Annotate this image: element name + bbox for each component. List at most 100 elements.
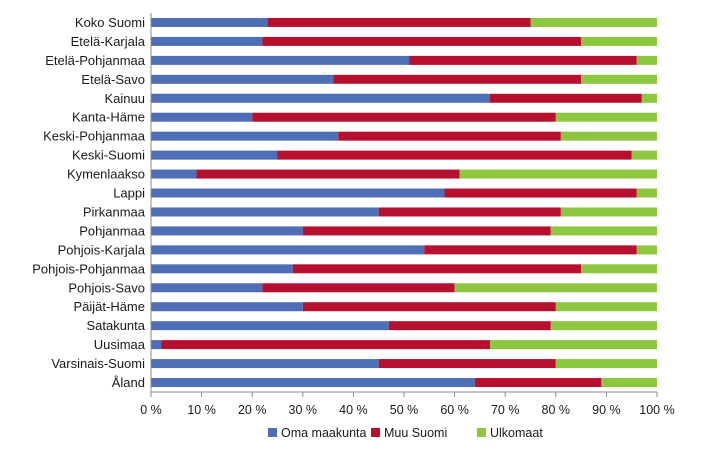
category-label-etelä-pohjanmaa: Etelä-Pohjanmaa [45, 53, 145, 68]
bar-kanta-häme-muu-suomi [252, 112, 556, 122]
bar-koko-suomi-oma-maakunta [151, 17, 268, 27]
x-tick-label: 60 % [440, 403, 469, 417]
bar-kainuu-muu-suomi [490, 93, 642, 103]
bar-etelä-savo-muu-suomi [333, 74, 582, 84]
category-label-kainuu: Kainuu [105, 91, 145, 106]
category-label-etelä-karjala: Etelä-Karjala [71, 34, 146, 49]
bar-etelä-pohjanmaa-oma-maakunta [151, 55, 410, 65]
bar-satakunta-oma-maakunta [151, 321, 389, 331]
category-label-keski-suomi: Keski-Suomi [72, 148, 145, 163]
bar-kainuu-oma-maakunta [151, 93, 491, 103]
bar-koko-suomi-muu-suomi [267, 17, 531, 27]
bar-åland-oma-maakunta [151, 378, 475, 388]
bar-varsinais-suomi-oma-maakunta [151, 359, 379, 369]
bar-pohjois-savo-ulkomaat [454, 283, 657, 293]
bar-koko-suomi-ulkomaat [530, 17, 657, 27]
category-label-pirkanmaa: Pirkanmaa [83, 204, 146, 219]
bar-etelä-pohjanmaa-muu-suomi [409, 55, 637, 65]
legend-swatch-ulkomaat [477, 428, 486, 437]
bar-keski-suomi-oma-maakunta [151, 150, 278, 160]
category-labels: Koko Suomi Etelä-Karjala Etelä-Pohjanmaa Et… [32, 15, 146, 390]
bar-etelä-savo-ulkomaat [581, 74, 657, 84]
x-tick-label: 50 % [390, 403, 419, 417]
bar-uusimaa-ulkomaat [490, 340, 657, 350]
category-label-pohjanmaa: Pohjanmaa [79, 223, 146, 238]
bar-pohjois-pohjanmaa-ulkomaat [581, 264, 657, 274]
bar-pohjois-savo-oma-maakunta [151, 283, 263, 293]
bar-pirkanmaa-muu-suomi [378, 207, 561, 217]
bar-kainuu-ulkomaat [641, 93, 657, 103]
category-label-keski-pohjanmaa: Keski-Pohjanmaa [43, 129, 146, 144]
x-tick-label: 0 % [140, 403, 162, 417]
bar-åland-muu-suomi [474, 378, 602, 388]
legend: Oma maakunta Muu Suomi Ulkomaat [268, 426, 543, 440]
category-label-åland: Åland [112, 375, 145, 390]
bar-etelä-savo-oma-maakunta [151, 74, 334, 84]
bar-varsinais-suomi-muu-suomi [378, 359, 556, 369]
bar-kymenlaakso-muu-suomi [196, 169, 460, 179]
bar-uusimaa-oma-maakunta [151, 340, 162, 350]
bar-etelä-pohjanmaa-ulkomaat [636, 55, 657, 65]
legend-label-oma-maakunta: Oma maakunta [281, 426, 367, 440]
x-tick-label: 30 % [289, 403, 318, 417]
x-tick-label: 10 % [187, 403, 216, 417]
bar-kanta-häme-ulkomaat [555, 112, 657, 122]
bar-uusimaa-muu-suomi [161, 340, 491, 350]
bar-pohjanmaa-muu-suomi [302, 226, 551, 236]
x-axis: 0 % 10 % 20 % 30 % 40 % 50 % 60 % 70 % 80 % 90 % 1… [140, 13, 675, 417]
x-tick-label: 40 % [339, 403, 368, 417]
legend-swatch-oma-maakunta [268, 428, 277, 437]
bar-pirkanmaa-oma-maakunta [151, 207, 379, 217]
category-label-kymenlaakso: Kymenlaakso [67, 167, 145, 182]
bar-keski-suomi-ulkomaat [631, 150, 657, 160]
bar-pohjois-karjala-ulkomaat [636, 245, 657, 255]
legend-swatch-muu-suomi [371, 428, 380, 437]
bar-etelä-karjala-ulkomaat [581, 36, 657, 46]
bar-keski-pohjanmaa-ulkomaat [560, 131, 657, 141]
bar-pohjois-savo-muu-suomi [262, 283, 455, 293]
bar-etelä-karjala-oma-maakunta [151, 36, 263, 46]
legend-label-ulkomaat: Ulkomaat [490, 426, 543, 440]
x-tick-label: 90 % [592, 403, 621, 417]
category-label-satakunta: Satakunta [86, 318, 145, 333]
bar-etelä-karjala-muu-suomi [262, 36, 582, 46]
bar-pohjois-pohjanmaa-oma-maakunta [151, 264, 293, 274]
category-label-pohjois-savo: Pohjois-Savo [68, 280, 145, 295]
legend-label-muu-suomi: Muu Suomi [384, 426, 447, 440]
bar-päijät-häme-muu-suomi [302, 302, 556, 312]
bar-lappi-muu-suomi [444, 188, 637, 198]
category-label-päijät-häme: Päijät-Häme [73, 299, 145, 314]
bar-satakunta-muu-suomi [388, 321, 551, 331]
bar-varsinais-suomi-ulkomaat [555, 359, 657, 369]
x-tick-label: 100 % [639, 403, 674, 417]
category-label-pohjois-pohjanmaa: Pohjois-Pohjanmaa [32, 261, 146, 276]
category-label-pohjois-karjala: Pohjois-Karjala [58, 242, 146, 257]
bar-pohjois-karjala-muu-suomi [424, 245, 637, 255]
category-label-kanta-häme: Kanta-Häme [72, 110, 145, 125]
bar-keski-pohjanmaa-oma-maakunta [151, 131, 339, 141]
bar-päijät-häme-oma-maakunta [151, 302, 303, 312]
bar-kanta-häme-oma-maakunta [151, 112, 253, 122]
category-label-koko-suomi: Koko Suomi [75, 15, 145, 30]
bar-päijät-häme-ulkomaat [555, 302, 657, 312]
bar-pirkanmaa-ulkomaat [560, 207, 657, 217]
bar-keski-suomi-muu-suomi [277, 150, 632, 160]
bars-group [151, 17, 657, 388]
bar-pohjanmaa-ulkomaat [550, 226, 657, 236]
category-label-etelä-savo: Etelä-Savo [81, 72, 145, 87]
bar-kymenlaakso-ulkomaat [459, 169, 657, 179]
bar-kymenlaakso-oma-maakunta [151, 169, 197, 179]
x-tick-label: 80 % [542, 403, 571, 417]
x-tick-label: 70 % [491, 403, 520, 417]
bar-pohjois-karjala-oma-maakunta [151, 245, 425, 255]
category-label-uusimaa: Uusimaa [94, 337, 146, 352]
category-label-varsinais-suomi: Varsinais-Suomi [51, 356, 145, 371]
bar-åland-ulkomaat [601, 378, 657, 388]
bar-lappi-ulkomaat [636, 188, 657, 198]
bar-satakunta-ulkomaat [550, 321, 657, 331]
x-tick-label: 20 % [238, 403, 267, 417]
bar-keski-pohjanmaa-muu-suomi [338, 131, 561, 141]
bar-pohjois-pohjanmaa-muu-suomi [292, 264, 582, 274]
category-label-lappi: Lappi [113, 186, 145, 201]
